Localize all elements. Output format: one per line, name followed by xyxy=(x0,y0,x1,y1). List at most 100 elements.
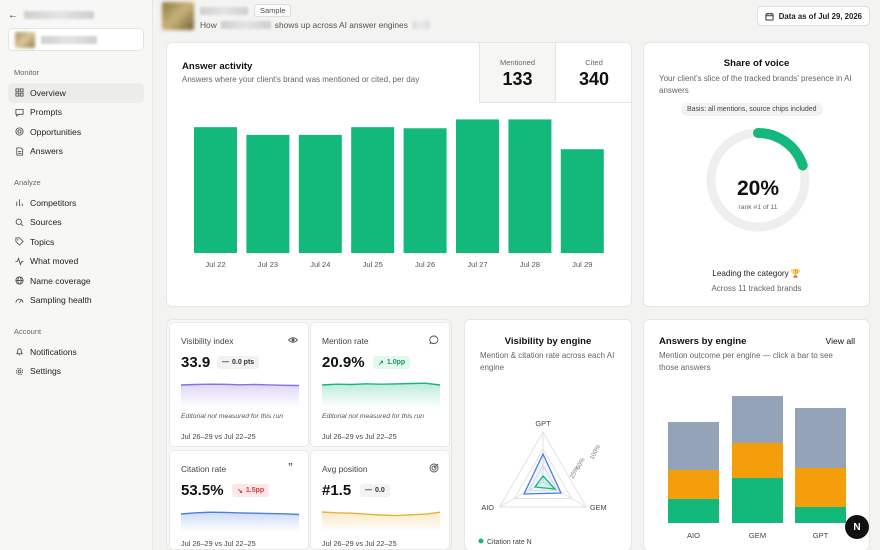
stack-segment[interactable] xyxy=(795,507,846,523)
lead-row: Leading the category 🏆 xyxy=(644,269,869,278)
sparkline-line xyxy=(181,383,299,387)
kpi-delta-value: 1.5pp xyxy=(245,487,265,494)
kpi-value: 53.5% xyxy=(181,482,224,499)
activity-bar[interactable] xyxy=(456,119,499,253)
kpi-compare: Jul 26–29 vs Jul 22–25 xyxy=(181,539,256,548)
dash-icon: — xyxy=(222,359,229,366)
activity-bar-chart: Jul 22 Jul 23 Jul 24 Jul 25 Jul 26 Jul 27 Jul … xyxy=(194,119,604,269)
stack-segment[interactable] xyxy=(732,478,783,523)
redacted-brand-name xyxy=(200,6,248,15)
kpi-delta: —0.0 xyxy=(360,484,390,497)
abe-subtitle: Mention outcome per engine — click a bar… xyxy=(659,351,833,372)
trend-down-icon: ↘ xyxy=(237,487,243,495)
user-avatar[interactable]: N xyxy=(845,515,869,539)
activity-bar[interactable] xyxy=(351,127,395,253)
activity-x-label: Jul 25 xyxy=(363,260,383,269)
globe-icon xyxy=(15,276,24,285)
nav-heading: Account xyxy=(14,327,42,336)
stack-segment[interactable] xyxy=(732,443,783,478)
vis-subtitle: Mention & citation rate across each AI e… xyxy=(480,351,615,372)
message-circle-icon xyxy=(429,335,439,345)
activity-bar[interactable] xyxy=(560,149,604,253)
search-icon xyxy=(15,218,24,227)
kpi-avg-position[interactable]: Avg position #1.5 —0.0 Jul 26–29 vs Jul … xyxy=(310,450,450,550)
eye-icon xyxy=(288,337,298,343)
stack-segment[interactable] xyxy=(795,408,846,468)
kpi-panel: Visibility index 33.9 —0.0 pts Editorial… xyxy=(166,319,452,550)
stack-segment[interactable] xyxy=(732,396,783,443)
radar-ring xyxy=(498,430,588,508)
kpi-sparkline xyxy=(181,383,299,408)
message-square-icon xyxy=(15,108,24,117)
back-row[interactable]: ← xyxy=(8,8,144,22)
kpi-compare: Jul 26–29 vs Jul 22–25 xyxy=(322,539,397,548)
sidebar-item-answers[interactable]: Answers xyxy=(8,142,144,162)
abe-title: Answers by engine xyxy=(659,336,747,347)
cited-stat[interactable]: Cited 340 xyxy=(555,43,632,103)
kpi-compare: Jul 26–29 vs Jul 22–25 xyxy=(322,432,397,441)
stack-segment[interactable] xyxy=(668,499,719,523)
stack-segment[interactable] xyxy=(668,422,719,470)
kpi-sparkline xyxy=(181,511,299,532)
sov-title: Share of voice xyxy=(723,58,790,69)
sidebar-item-label: Sampling health xyxy=(30,295,92,306)
nav-section-analyze: Analyze Competitors Sources Topics What move… xyxy=(8,178,144,310)
activity-bar[interactable] xyxy=(508,119,552,253)
radar-citation-shape xyxy=(533,474,557,490)
workspace-switcher[interactable] xyxy=(8,28,144,51)
kpi-delta-value: 0.0 xyxy=(375,487,385,494)
activity-x-label: Jul 29 xyxy=(572,260,592,269)
sample-badge: Sample xyxy=(254,4,292,17)
activity-x-label: Jul 22 xyxy=(205,260,225,269)
kpi-sparkline xyxy=(322,511,440,532)
view-all-link[interactable]: View all xyxy=(825,336,855,346)
activity-x-label: Jul 24 xyxy=(310,260,330,269)
kpi-delta-value: 0.0 pts xyxy=(232,359,255,366)
sidebar-item-sources[interactable]: Sources xyxy=(8,213,144,233)
kpi-sparkline xyxy=(322,382,440,408)
sidebar-item-label: Answers xyxy=(30,146,63,157)
sidebar-item-overview[interactable]: Overview xyxy=(8,83,144,103)
kpi-title: Visibility index xyxy=(181,336,234,346)
nav-sections: Monitor Overview Prompts Opportunities Answe… xyxy=(8,68,144,381)
legend-swatch xyxy=(478,538,484,544)
bar-chart-icon xyxy=(15,198,24,207)
visibility-by-engine-card: Visibility by engine Mention & citation … xyxy=(464,319,632,550)
activity-bar[interactable] xyxy=(246,134,290,253)
radar-ring xyxy=(513,447,573,499)
sidebar-item-label: Topics xyxy=(30,236,55,247)
activity-bar[interactable] xyxy=(194,127,237,253)
bell-icon xyxy=(15,347,24,356)
lead-title: Leading the category xyxy=(712,269,789,278)
redacted-client-name xyxy=(220,21,271,29)
sidebar-item-topics[interactable]: Topics xyxy=(8,232,144,252)
stack-segment[interactable] xyxy=(795,468,846,507)
kpi-value: 33.9 xyxy=(181,354,211,371)
sidebar-item-settings[interactable]: Settings xyxy=(8,362,144,382)
activity-bar[interactable] xyxy=(403,128,447,253)
mentioned-stat[interactable]: Mentioned 133 xyxy=(479,43,555,103)
kpi-value: #1.5 xyxy=(322,482,352,499)
arrow-left-icon[interactable]: ← xyxy=(8,9,18,21)
target-icon xyxy=(429,463,439,473)
date-filter-button[interactable]: Data as of Jul 29, 2026 xyxy=(756,6,870,26)
trophy-icon: 🏆 xyxy=(790,269,801,278)
gauge-icon xyxy=(15,296,24,305)
sidebar-item-competitors[interactable]: Competitors xyxy=(8,193,144,213)
stack-segment[interactable] xyxy=(668,470,719,499)
sidebar-item-notifications[interactable]: Notifications xyxy=(8,342,144,362)
sidebar-item-sampling-health[interactable]: Sampling health xyxy=(8,291,144,311)
quote-icon: ” xyxy=(288,462,293,473)
sparkline-line xyxy=(181,511,299,516)
donut-arc xyxy=(753,128,808,171)
sov-value: 20% xyxy=(736,177,780,200)
kpi-visibility[interactable]: Visibility index 33.9 —0.0 pts Editorial… xyxy=(169,322,309,447)
sidebar-item-what-moved[interactable]: What moved xyxy=(8,252,144,272)
sidebar-item-opportunities[interactable]: Opportunities xyxy=(8,122,144,142)
activity-bar[interactable] xyxy=(298,134,342,253)
sidebar-item-prompts[interactable]: Prompts xyxy=(8,103,144,123)
kpi-mention-rate[interactable]: Mention rate 20.9% ↗ 1.0pp Editorial not … xyxy=(310,322,450,447)
kpi-citation-rate[interactable]: Citation rate ” 53.5% ↘ 1.5pp Jul 26–29 v… xyxy=(169,450,309,550)
sidebar-item-name-coverage[interactable]: Name coverage xyxy=(8,271,144,291)
